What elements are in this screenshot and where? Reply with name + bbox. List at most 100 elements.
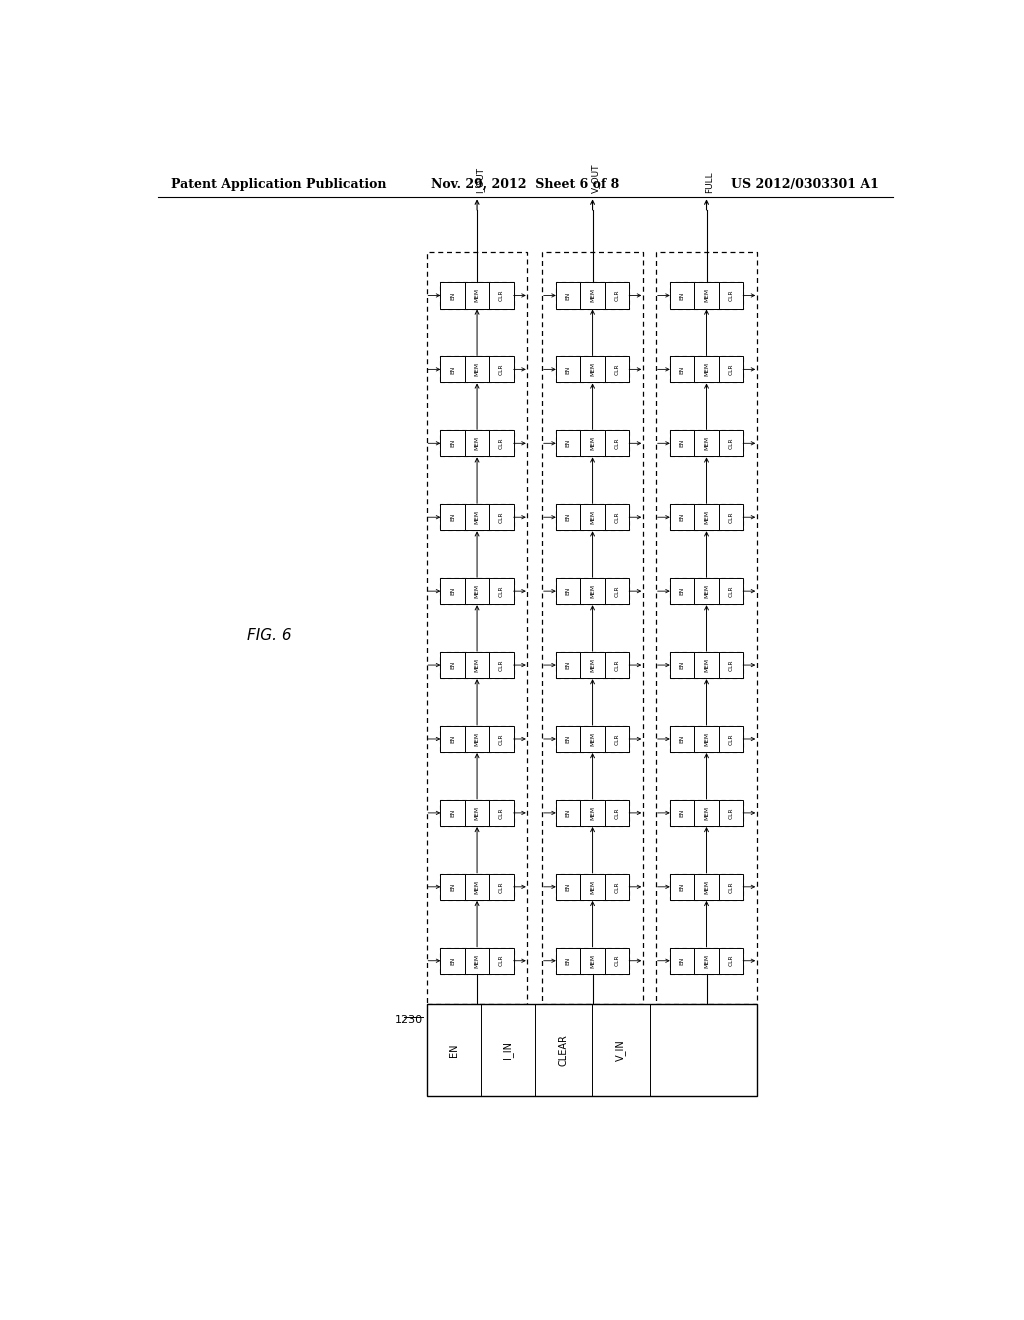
Bar: [465, 726, 489, 752]
Bar: [556, 874, 581, 900]
Bar: [440, 948, 465, 974]
Bar: [670, 800, 694, 826]
Text: EN: EN: [451, 957, 456, 965]
Text: EN: EN: [565, 440, 570, 447]
Text: MEM: MEM: [590, 289, 595, 302]
Bar: [719, 948, 743, 974]
Bar: [556, 726, 581, 752]
Text: CLR: CLR: [728, 585, 733, 597]
Text: CLR: CLR: [728, 954, 733, 966]
Bar: [489, 430, 514, 457]
Bar: [489, 282, 514, 309]
Text: EN: EN: [565, 809, 570, 817]
Text: EN: EN: [680, 587, 685, 595]
Text: CLR: CLR: [499, 511, 504, 523]
Text: Nov. 29, 2012  Sheet 6 of 8: Nov. 29, 2012 Sheet 6 of 8: [431, 178, 618, 190]
Text: MEM: MEM: [474, 880, 479, 894]
Bar: [670, 356, 743, 383]
Bar: [489, 652, 514, 678]
Text: EN: EN: [565, 957, 570, 965]
Bar: [440, 726, 465, 752]
Text: EN: EN: [451, 661, 456, 669]
Bar: [440, 356, 465, 383]
Bar: [694, 578, 719, 605]
Bar: [556, 578, 581, 605]
Bar: [581, 800, 605, 826]
Bar: [440, 800, 514, 826]
Text: CLR: CLR: [614, 437, 620, 449]
Bar: [605, 430, 629, 457]
Bar: [489, 356, 514, 383]
Text: EN: EN: [680, 440, 685, 447]
Bar: [440, 652, 465, 678]
Text: V_IN: V_IN: [615, 1039, 627, 1061]
Bar: [694, 874, 719, 900]
Text: MEM: MEM: [590, 437, 595, 450]
Text: MEM: MEM: [474, 363, 479, 376]
Text: US 2012/0303301 A1: US 2012/0303301 A1: [731, 178, 879, 190]
Text: EN: EN: [565, 513, 570, 521]
Bar: [670, 948, 743, 974]
Text: CLR: CLR: [614, 289, 620, 301]
Bar: [605, 726, 629, 752]
Text: EN: EN: [451, 366, 456, 374]
Bar: [489, 800, 514, 826]
Bar: [489, 948, 514, 974]
Bar: [465, 578, 489, 605]
Bar: [556, 800, 629, 826]
Bar: [556, 504, 629, 531]
Bar: [489, 874, 514, 900]
Bar: [581, 652, 605, 678]
Bar: [465, 356, 489, 383]
Bar: [670, 726, 743, 752]
Bar: [670, 578, 743, 605]
Bar: [489, 726, 514, 752]
Bar: [440, 282, 514, 309]
Bar: [670, 504, 743, 531]
Text: MEM: MEM: [590, 511, 595, 524]
Bar: [670, 726, 694, 752]
Bar: [556, 282, 581, 309]
Text: EN: EN: [565, 883, 570, 891]
Bar: [670, 652, 694, 678]
Bar: [489, 578, 514, 605]
Bar: [556, 652, 581, 678]
Bar: [556, 430, 629, 457]
Bar: [440, 948, 514, 974]
Text: MEM: MEM: [705, 880, 709, 894]
Text: CLR: CLR: [499, 585, 504, 597]
Text: CLR: CLR: [499, 954, 504, 966]
Bar: [556, 504, 581, 531]
Bar: [670, 800, 743, 826]
Text: EN: EN: [680, 292, 685, 300]
Bar: [556, 948, 629, 974]
Bar: [465, 948, 489, 974]
Text: I_IN: I_IN: [503, 1041, 513, 1059]
Bar: [556, 726, 629, 752]
Bar: [719, 430, 743, 457]
Text: MEM: MEM: [705, 511, 709, 524]
Text: MEM: MEM: [474, 511, 479, 524]
Text: CLR: CLR: [728, 733, 733, 744]
Text: MEM: MEM: [474, 289, 479, 302]
Bar: [719, 874, 743, 900]
Text: EN: EN: [680, 366, 685, 374]
Text: EN: EN: [451, 809, 456, 817]
Text: CLR: CLR: [728, 511, 733, 523]
Text: MEM: MEM: [705, 289, 709, 302]
Bar: [440, 652, 514, 678]
Text: CLR: CLR: [728, 437, 733, 449]
Bar: [556, 874, 629, 900]
Bar: [581, 874, 605, 900]
Bar: [694, 800, 719, 826]
Text: CLR: CLR: [499, 807, 504, 818]
Bar: [694, 948, 719, 974]
Text: EN: EN: [680, 809, 685, 817]
Text: EN: EN: [680, 513, 685, 521]
Text: EN: EN: [451, 440, 456, 447]
Bar: [670, 430, 694, 457]
Bar: [670, 282, 743, 309]
Bar: [605, 874, 629, 900]
Bar: [440, 874, 514, 900]
Text: EN: EN: [451, 587, 456, 595]
